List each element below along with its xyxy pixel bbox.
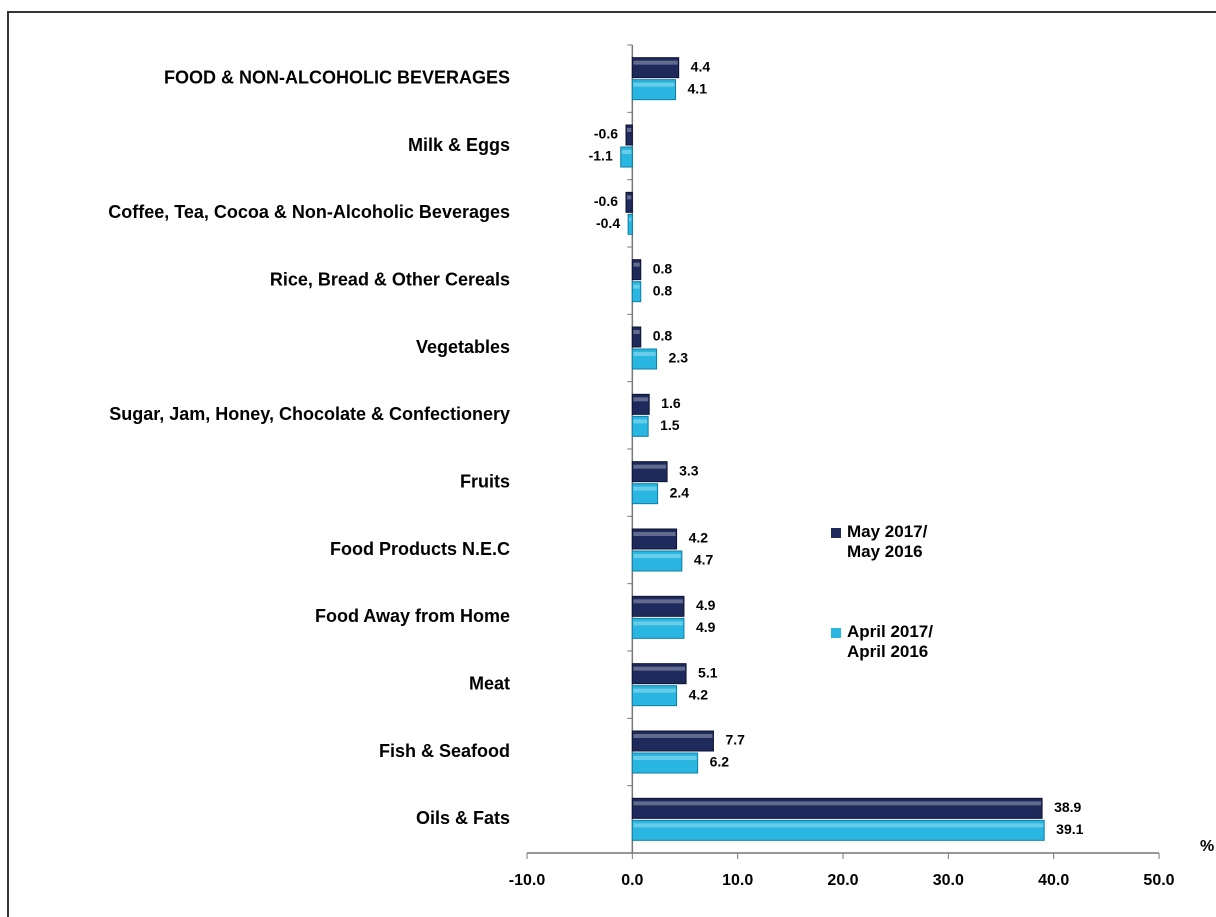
- bar: [631, 528, 678, 550]
- category-label: FOOD & NON-ALCOHOLIC BEVERAGES: [164, 67, 510, 87]
- bar: [631, 393, 650, 415]
- bar: [631, 281, 642, 303]
- bar: [631, 752, 699, 774]
- value-label: 4.9: [696, 619, 716, 635]
- x-tick-label: 40.0: [1038, 872, 1069, 889]
- category-label: Milk & Eggs: [408, 135, 510, 155]
- x-tick-label: 0.0: [621, 872, 643, 889]
- bar: [631, 617, 685, 639]
- bar-highlight: [633, 352, 656, 356]
- value-label: 39.1: [1056, 821, 1083, 837]
- value-label: 4.1: [688, 80, 708, 96]
- category-label: Vegetables: [416, 337, 510, 357]
- bar: [631, 483, 659, 505]
- value-label: 38.9: [1054, 799, 1081, 815]
- bar: [631, 415, 649, 437]
- bar-highlight: [633, 464, 667, 469]
- legend-label: April 2017/ April 2016: [847, 622, 933, 661]
- x-tick-label: 10.0: [722, 872, 753, 889]
- value-label: 4.7: [694, 552, 714, 568]
- bar-highlight: [633, 262, 640, 267]
- legend-swatch: [831, 528, 841, 538]
- bar-highlight: [627, 128, 632, 132]
- bar-highlight: [633, 823, 1044, 828]
- bar-highlight: [633, 419, 648, 424]
- value-label: -1.1: [589, 148, 613, 164]
- value-label: 5.1: [698, 664, 718, 680]
- value-label: 0.8: [653, 260, 673, 276]
- value-label: 6.2: [710, 754, 730, 770]
- bar-highlight: [633, 486, 657, 491]
- bar-highlight: [629, 217, 632, 222]
- bar: [631, 326, 642, 348]
- category-label: Coffee, Tea, Cocoa & Non-Alcoholic Bever…: [108, 202, 510, 222]
- x-axis-label: %: [1200, 838, 1214, 855]
- bar: [620, 146, 633, 168]
- x-tick-label: 50.0: [1143, 872, 1174, 889]
- bar: [631, 595, 685, 617]
- bar: [631, 79, 677, 101]
- bar-highlight: [633, 756, 697, 760]
- category-label: Oils & Fats: [416, 808, 510, 828]
- bar-highlight: [633, 284, 640, 289]
- value-label: 4.9: [696, 597, 716, 613]
- x-tick-label: -10.0: [509, 872, 546, 889]
- bar: [631, 57, 680, 79]
- bar: [631, 550, 683, 572]
- bar-highlight: [633, 688, 676, 693]
- x-tick-label: 20.0: [827, 872, 858, 889]
- value-label: 4.2: [689, 686, 709, 702]
- bar: [625, 191, 633, 213]
- bar-highlight: [621, 150, 632, 154]
- bar: [631, 348, 658, 370]
- bar-highlight: [633, 734, 713, 738]
- category-label: Fruits: [460, 471, 510, 491]
- bar-highlight: [633, 801, 1042, 806]
- bar-highlight: [627, 195, 632, 200]
- bar: [631, 819, 1045, 841]
- category-label: Fish & Seafood: [379, 741, 510, 761]
- bar: [631, 797, 1043, 819]
- value-label: 4.4: [691, 58, 711, 74]
- bar-highlight: [633, 599, 683, 604]
- bar-highlight: [633, 621, 683, 626]
- bar: [631, 730, 714, 752]
- x-tick-label: 30.0: [933, 872, 964, 889]
- frame: [7, 11, 1216, 917]
- bar: [625, 124, 633, 146]
- bar-highlight: [633, 397, 649, 402]
- value-label: 2.4: [670, 484, 690, 500]
- bar-highlight: [633, 330, 640, 334]
- bar: [631, 461, 668, 483]
- category-label: Rice, Bread & Other Cereals: [270, 269, 510, 289]
- bar-highlight: [633, 60, 678, 65]
- value-label: 2.3: [669, 350, 689, 366]
- value-label: 3.3: [679, 462, 699, 478]
- value-label: 0.8: [653, 282, 673, 298]
- bar: [631, 259, 642, 281]
- category-label: Sugar, Jam, Honey, Chocolate & Confectio…: [109, 404, 510, 424]
- bar: [627, 213, 633, 235]
- value-label: 7.7: [725, 732, 745, 748]
- value-label: 1.6: [661, 395, 681, 411]
- category-label: Meat: [469, 673, 510, 693]
- bar-highlight: [633, 666, 686, 671]
- bar-highlight: [633, 82, 675, 87]
- bar-highlight: [633, 532, 676, 536]
- value-label: 1.5: [660, 417, 680, 433]
- value-label: 4.2: [689, 530, 709, 546]
- value-label: 0.8: [653, 328, 673, 344]
- value-label: -0.6: [594, 126, 618, 142]
- bar: [631, 663, 687, 685]
- value-label: -0.6: [594, 193, 618, 209]
- legend-swatch: [831, 628, 841, 638]
- bar: [631, 685, 678, 707]
- category-label: Food Away from Home: [315, 606, 510, 626]
- value-label: -0.4: [596, 215, 620, 231]
- bar-highlight: [633, 554, 681, 558]
- legend-label: May 2017/ May 2016: [847, 522, 928, 561]
- category-label: Food Products N.E.C: [330, 539, 510, 559]
